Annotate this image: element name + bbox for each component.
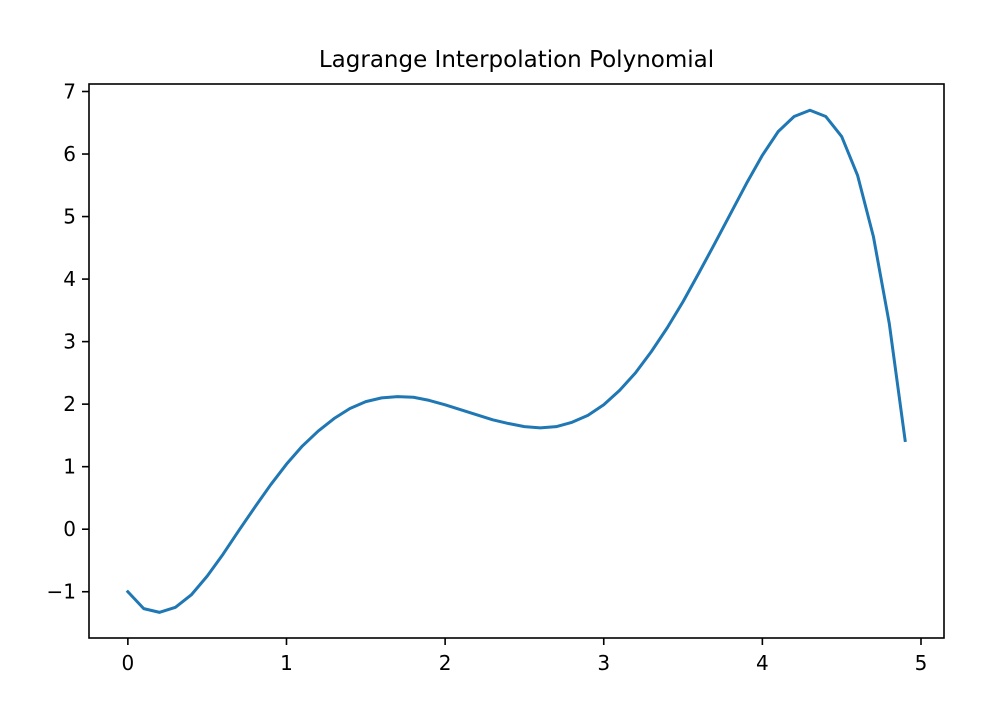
y-tick-label: 2 — [63, 392, 76, 416]
y-tick-label: 0 — [63, 517, 76, 541]
axes-frame — [89, 84, 944, 638]
x-tick-label: 3 — [597, 651, 610, 675]
y-tick-label: 3 — [63, 330, 76, 354]
x-tick-label: 4 — [756, 651, 769, 675]
x-tick-label: 5 — [915, 651, 928, 675]
y-tick-label: −1 — [47, 580, 76, 604]
x-tick-label: 1 — [280, 651, 293, 675]
x-tick-label: 0 — [121, 651, 134, 675]
y-tick-label: 1 — [63, 455, 76, 479]
x-tick-label: 2 — [439, 651, 452, 675]
y-tick-label: 4 — [63, 267, 76, 291]
y-tick-label: 5 — [63, 205, 76, 229]
axes: 0 1 2 3 4 5 −1 0 1 2 3 4 5 6 7 — [47, 80, 944, 675]
y-tick-label: 7 — [63, 80, 76, 104]
series-line-0 — [128, 110, 905, 612]
y-tick-label: 6 — [63, 142, 76, 166]
plot-area — [128, 110, 905, 612]
chart-title: Lagrange Interpolation Polynomial — [319, 47, 714, 73]
